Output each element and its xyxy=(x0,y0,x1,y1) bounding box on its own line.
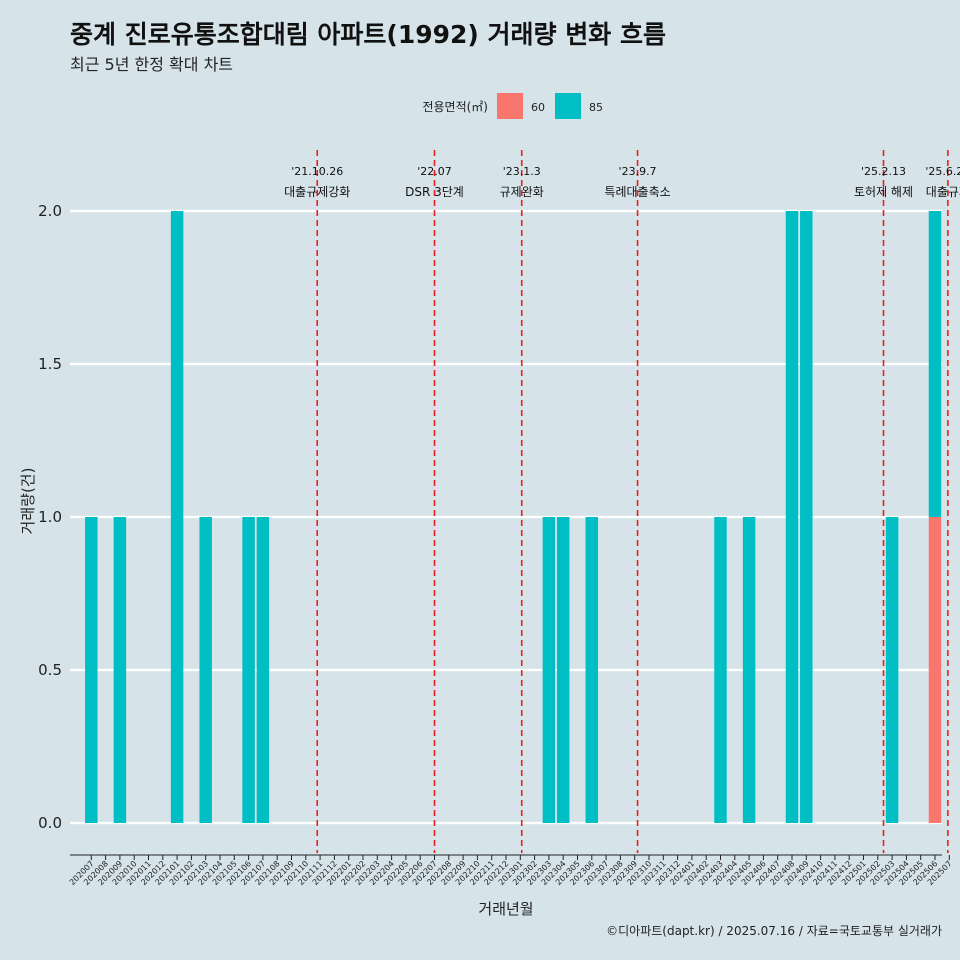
bar-85-202306 xyxy=(585,517,599,823)
chart-title: 중계 진로유통조합대림 아파트(1992) 거래량 변화 흐름 xyxy=(70,20,666,49)
legend-swatch-85 xyxy=(555,93,581,119)
bar-60-202506 xyxy=(928,517,942,823)
y-axis-title: 거래량(건) xyxy=(19,468,37,535)
event-date-label: '25.2.13 xyxy=(861,165,906,178)
event-date-label: '23.1.3 xyxy=(503,165,541,178)
legend-swatch-60 xyxy=(497,93,523,119)
event-label: 규제완화 xyxy=(500,185,544,199)
bar-85-202303 xyxy=(542,517,556,823)
bar-85-202408 xyxy=(785,211,799,823)
y-tick-label: 2.0 xyxy=(38,202,62,220)
event-label: DSR 3단계 xyxy=(405,185,464,199)
event-date-label: '22.07 xyxy=(417,165,452,178)
event-label: 토허제 해제 xyxy=(854,185,913,199)
bar-85-202506 xyxy=(928,211,942,517)
event-date-label: '21.10.26 xyxy=(291,165,343,178)
event-label: 대출규제강화 xyxy=(284,185,350,199)
bar-85-202007 xyxy=(85,517,98,823)
axes: 2020072020082020092020102020112020122021… xyxy=(68,854,954,887)
y-tick-label: 0.0 xyxy=(38,814,62,832)
bar-85-202409 xyxy=(800,211,813,823)
bar-85-202403 xyxy=(714,517,727,823)
event-date-label: '25.6.27 xyxy=(925,165,960,178)
legend: 전용면적(㎡) 60 85 xyxy=(422,93,603,119)
bars xyxy=(85,211,942,823)
bar-85-202405 xyxy=(742,517,756,823)
event-label: 특례대출축소 xyxy=(604,185,670,199)
legend-label-85: 85 xyxy=(589,101,603,114)
y-tick-label: 0.5 xyxy=(38,661,62,679)
bar-85-202107 xyxy=(256,517,270,823)
event-label: 대출규제 xyxy=(926,185,960,199)
y-tick-label: 1.5 xyxy=(38,355,62,373)
x-axis-title: 거래년월 xyxy=(478,900,533,918)
chart-subtitle: 최근 5년 한정 확대 차트 xyxy=(70,55,233,74)
bar-85-202101 xyxy=(170,211,184,823)
event-date-label: '23.9.7 xyxy=(619,165,657,178)
bar-85-202009 xyxy=(113,517,127,823)
bar-85-202503 xyxy=(885,517,899,823)
y-tick-label: 1.0 xyxy=(38,508,62,526)
legend-label-60: 60 xyxy=(531,101,545,114)
caption: ©디아파트(dapt.kr) / 2025.07.16 / 자료=국토교통부 실… xyxy=(606,924,942,938)
legend-title: 전용면적(㎡) xyxy=(422,100,488,114)
bar-85-202304 xyxy=(556,517,570,823)
bar-85-202103 xyxy=(199,517,212,823)
bar-85-202106 xyxy=(242,517,255,823)
event-markers: '21.10.26 대출규제강화 '22.07 DSR 3단계 '23.1.3 규제완화 '… xyxy=(284,150,960,853)
